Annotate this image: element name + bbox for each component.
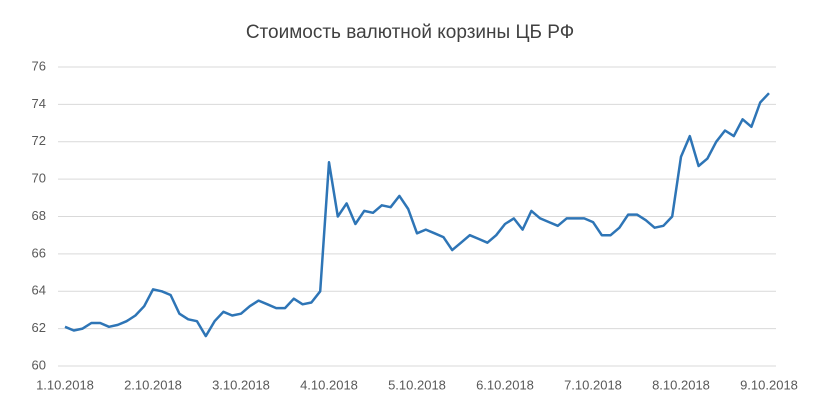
x-tick-label: 3.10.2018 bbox=[212, 377, 270, 392]
x-tick-label: 2.10.2018 bbox=[124, 377, 182, 392]
chart-title: Стоимость валютной корзины ЦБ РФ bbox=[246, 22, 574, 43]
y-tick-label: 62 bbox=[32, 320, 46, 335]
y-tick-label: 64 bbox=[32, 283, 46, 298]
y-tick-label: 76 bbox=[32, 58, 46, 73]
y-tick-label: 68 bbox=[32, 208, 46, 223]
x-tick-label: 8.10.2018 bbox=[652, 377, 710, 392]
y-tick-label: 74 bbox=[32, 96, 46, 111]
y-tick-label: 70 bbox=[32, 171, 46, 186]
y-tick-label: 60 bbox=[32, 357, 46, 372]
x-tick-label: 7.10.2018 bbox=[564, 377, 622, 392]
x-tick-label: 5.10.2018 bbox=[388, 377, 446, 392]
data-line bbox=[64, 92, 770, 338]
x-tick-label: 1.10.2018 bbox=[36, 377, 94, 392]
x-tick-label: 9.10.2018 bbox=[740, 377, 798, 392]
y-tick-label: 72 bbox=[32, 133, 46, 148]
x-tick-label: 6.10.2018 bbox=[476, 377, 534, 392]
y-tick-label: 66 bbox=[32, 245, 46, 260]
x-tick-label: 4.10.2018 bbox=[300, 377, 358, 392]
